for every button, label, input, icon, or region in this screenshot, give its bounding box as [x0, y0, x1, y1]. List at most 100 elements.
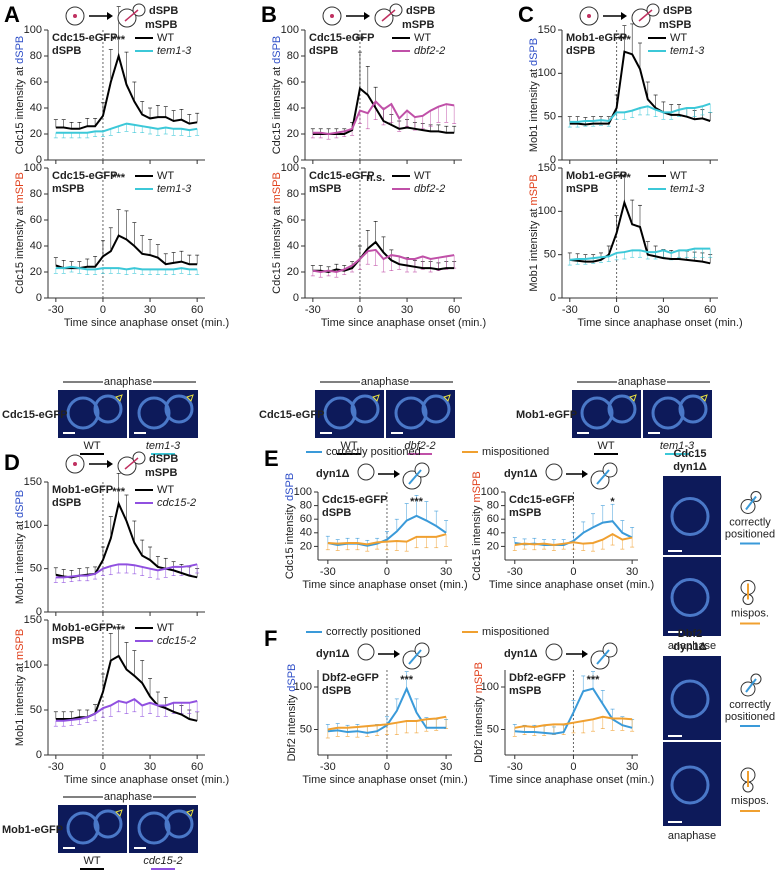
y-label: Mob1 intensity at mSPB [528, 174, 540, 291]
legend-label: WT [157, 484, 174, 496]
side-title: dyn1Δ [673, 641, 707, 653]
y-tick-label: 20 [30, 266, 42, 278]
y-label-text: Dbf2 intensity [286, 694, 298, 761]
x-tick-label: 60 [704, 304, 716, 316]
cell-outline [323, 396, 357, 430]
genotype-label: dbf2-2 [404, 440, 435, 452]
chart-subtitle: mSPB [52, 183, 84, 195]
spb-dot [330, 14, 334, 18]
y-label-spb: mSPB [471, 471, 483, 502]
genotype-label: WT [83, 855, 100, 867]
genotype-label: cdc15-2 [143, 855, 182, 867]
x-tick-label: -30 [320, 566, 336, 578]
y-tick-label: 0 [293, 154, 299, 166]
chart-subtitle: dSPB [52, 497, 81, 509]
arrow-head [621, 12, 627, 20]
anaphase-label: anaphase [618, 376, 666, 388]
y-tick-label: 20 [300, 540, 312, 552]
side-title: dyn1Δ [673, 461, 707, 473]
x-tick-label: 30 [144, 304, 156, 316]
key-label: positioned [725, 528, 775, 540]
y-label-spb: mSPB [14, 629, 26, 660]
y-tick-label: 100 [481, 486, 499, 498]
series-line [55, 122, 198, 134]
x-label: Time since anaphase onset (min.) [577, 317, 742, 329]
legend-label: mispositioned [482, 446, 549, 458]
key-label: correctly [729, 516, 771, 528]
anaphase-label: anaphase [668, 640, 716, 652]
chart-subtitle: dSPB [309, 45, 338, 57]
chart-subtitle: mSPB [509, 685, 541, 697]
x-tick-label: 0 [570, 566, 576, 578]
series-line [312, 240, 455, 274]
strain-label: Mob1-eGFP [2, 824, 63, 836]
arrowhead-marker [186, 809, 194, 817]
cell-icon [646, 3, 660, 17]
y-tick-label: 40 [287, 240, 299, 252]
significance: *** [587, 674, 601, 686]
significance: *** [400, 674, 414, 686]
anaphase-label: anaphase [361, 376, 409, 388]
series-line [569, 199, 711, 265]
series-line [514, 715, 633, 729]
y-label-spb: dSPB [14, 36, 26, 64]
chart-title: Mob1-eGFP [52, 484, 113, 496]
x-tick-label: 60 [191, 304, 203, 316]
y-label: Dbf2 intensity mSPB [473, 662, 485, 763]
spindle [638, 9, 653, 22]
anaphase-label: anaphase [104, 376, 152, 388]
x-tick-label: -30 [562, 304, 578, 316]
y-tick-label: 100 [24, 24, 42, 36]
arrowhead-marker [115, 809, 123, 817]
arrowhead-marker [443, 394, 451, 402]
series-line [312, 99, 455, 136]
cell-outline [580, 396, 614, 430]
significance: *** [410, 496, 424, 508]
cell-icon [357, 643, 375, 661]
spb-label: mSPB [145, 19, 177, 31]
y-label: Cdc15 intensity mSPB [471, 471, 483, 580]
y-label: Dbf2 intensity dSPB [286, 664, 298, 762]
arrowhead-marker [700, 394, 708, 402]
x-tick-label: 30 [440, 761, 452, 773]
y-label-text: Cdc15 intensity at [14, 206, 26, 293]
series-line [312, 248, 455, 274]
chart-subtitle: dSPB [566, 45, 595, 57]
y-tick-label: 20 [287, 128, 299, 140]
cell-icon [374, 8, 394, 28]
legend-label: WT [670, 170, 687, 182]
y-tick-label: 100 [281, 162, 299, 174]
chart-title: Mob1-eGFP [566, 32, 627, 44]
y-tick-label: 100 [24, 162, 42, 174]
y-label: Cdc15 intensity at mSPB [271, 172, 283, 294]
chart-title: Cdc15-eGFP [52, 32, 117, 44]
y-tick-label: 150 [538, 162, 556, 174]
x-tick-label: 30 [401, 304, 413, 316]
y-tick-label: 80 [287, 50, 299, 62]
cell-outline [421, 394, 451, 424]
y-tick-label: 40 [300, 527, 312, 539]
y-tick-label: 100 [24, 659, 42, 671]
significance: *** [112, 624, 126, 636]
series-line [569, 247, 711, 261]
cell-outline [607, 394, 637, 424]
y-tick-label: 0 [36, 749, 42, 761]
spb-label: mSPB [659, 19, 691, 31]
legend-label: cdc15-2 [157, 635, 196, 647]
y-label-spb: dSPB [286, 664, 298, 692]
cell-outline [93, 394, 123, 424]
y-tick-label: 100 [24, 519, 42, 531]
y-tick-label: 150 [538, 24, 556, 36]
series-line [569, 102, 711, 123]
y-tick-label: 150 [24, 614, 42, 626]
y-tick-label: 20 [487, 540, 499, 552]
anaphase-label: anaphase [668, 830, 716, 842]
cell-outline [670, 679, 710, 719]
arrow-head [582, 650, 588, 658]
y-tick-label: 0 [550, 154, 556, 166]
genotype-label: tem1-3 [146, 440, 181, 452]
x-tick-label: 0 [384, 566, 390, 578]
cell-icon [545, 643, 563, 661]
chart-title: Mob1-eGFP [566, 170, 627, 182]
